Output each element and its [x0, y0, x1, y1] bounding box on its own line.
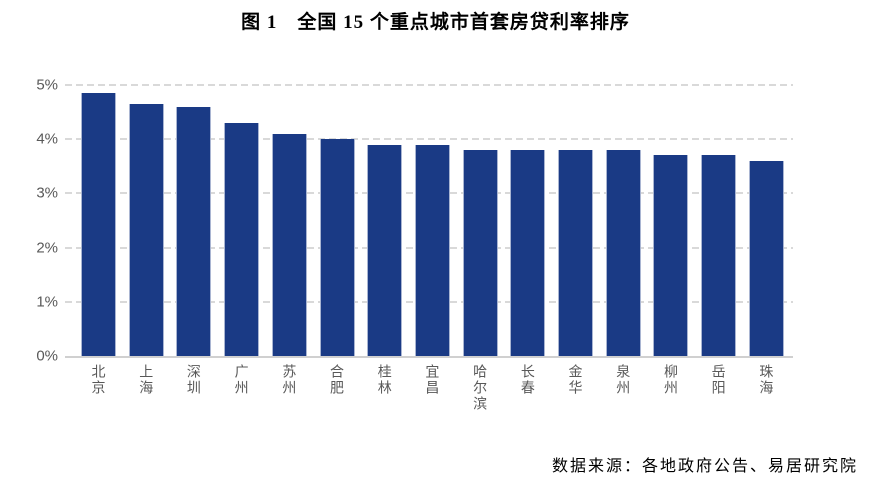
bar [224, 122, 260, 356]
y-axis-tick-label: 2% [36, 239, 58, 257]
x-axis-labels: 北京 上海 深圳 广州 苏州 合肥 桂林 宜昌 哈尔滨 长春 金华 泉州 柳州 岳阳 珠海 [65, 364, 793, 412]
x-axis-label: 桂林 [376, 364, 393, 396]
x-axis-label-cell: 桂林 [367, 364, 402, 412]
bar [701, 155, 737, 356]
bar [128, 103, 164, 356]
x-axis-label-cell: 苏州 [272, 364, 307, 412]
x-axis-label-cell: 广州 [224, 364, 259, 412]
x-axis-label: 上海 [138, 364, 155, 396]
x-axis-label: 金华 [567, 364, 584, 396]
x-axis-label: 合肥 [329, 364, 346, 396]
x-axis-label: 泉州 [615, 364, 632, 396]
x-axis-label: 北京 [90, 364, 107, 396]
plot-area [65, 84, 793, 358]
x-axis-label-cell: 宜昌 [415, 364, 450, 412]
y-axis-tick-label: 3% [36, 184, 58, 202]
data-source-note: 数据来源：各地政府公告、易居研究院 [551, 458, 858, 475]
y-axis: 0% 1% 2% 3% 4% 5% [0, 78, 58, 364]
bar [605, 150, 641, 356]
y-axis-tick-label: 0% [36, 347, 58, 365]
x-axis-label: 苏州 [281, 364, 298, 396]
x-axis-label-cell: 哈尔滨 [463, 364, 498, 412]
x-axis-label-cell: 金华 [558, 364, 593, 412]
bar [176, 106, 212, 356]
x-axis-label-cell: 岳阳 [701, 364, 736, 412]
x-axis-label-cell: 上海 [129, 364, 164, 412]
x-axis-label: 深圳 [185, 364, 202, 396]
bar [558, 150, 594, 356]
x-axis-label-cell: 泉州 [606, 364, 641, 412]
bar [510, 150, 546, 356]
x-axis-line [65, 356, 793, 358]
x-axis-label-cell: 珠海 [749, 364, 784, 412]
bar [748, 160, 784, 356]
bar [653, 155, 689, 356]
bars-container [65, 85, 793, 356]
x-axis-label: 宜昌 [424, 364, 441, 396]
x-axis-label: 岳阳 [710, 364, 727, 396]
bar [462, 150, 498, 356]
x-axis-label-cell: 合肥 [320, 364, 355, 412]
y-axis-tick-label: 4% [36, 130, 58, 148]
gridline [65, 138, 793, 141]
bar [81, 93, 116, 356]
x-axis-label: 珠海 [758, 364, 775, 396]
chart-title: 图 1 全国 15 个重点城市首套房贷利率排序 [241, 12, 630, 33]
bar [414, 144, 450, 356]
x-axis-label: 长春 [519, 364, 536, 396]
x-axis-label-cell: 北京 [81, 364, 116, 412]
x-axis-label: 柳州 [662, 364, 679, 396]
x-axis-label-cell: 深圳 [176, 364, 211, 412]
bar [367, 144, 403, 356]
x-axis-label-cell: 长春 [510, 364, 545, 412]
bar [319, 139, 355, 356]
y-axis-tick-label: 1% [36, 293, 58, 311]
y-axis-tick-label: 5% [36, 76, 58, 94]
x-axis-label: 广州 [233, 364, 250, 396]
gridline [65, 84, 793, 86]
x-axis-label: 哈尔滨 [472, 364, 489, 412]
x-axis-label-cell: 柳州 [653, 364, 688, 412]
bar [271, 133, 307, 356]
